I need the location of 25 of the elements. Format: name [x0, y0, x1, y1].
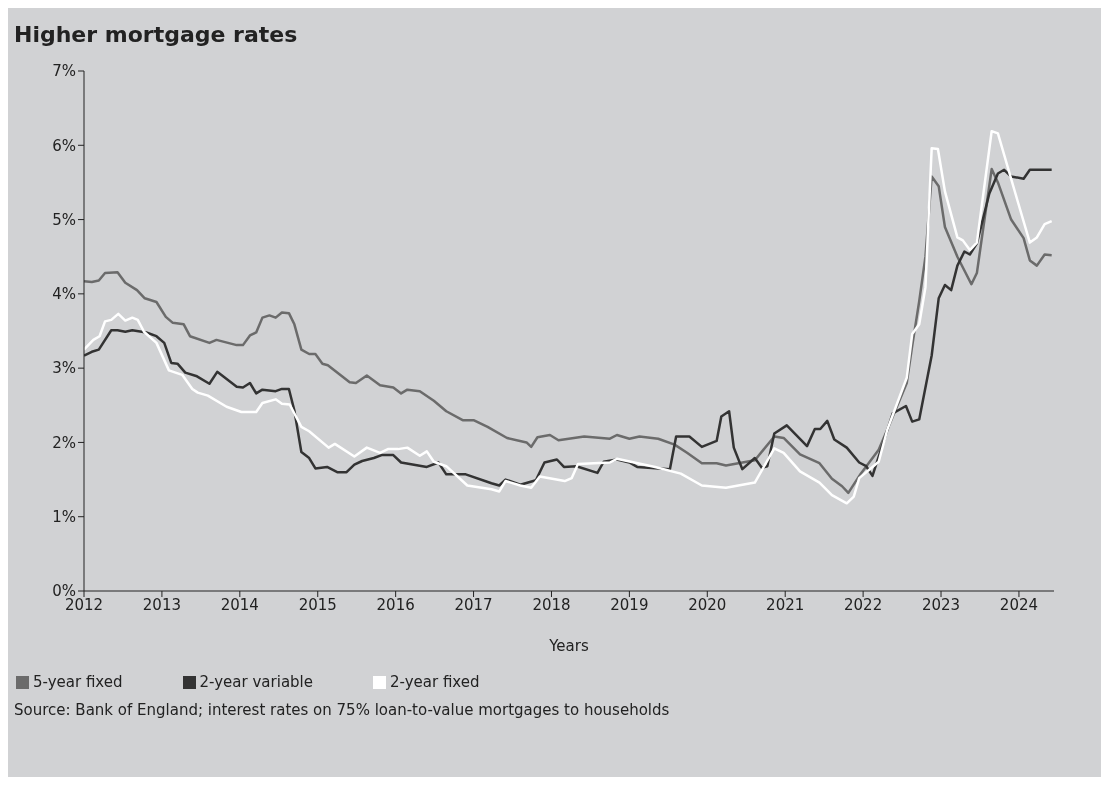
x-tick-label: 2014	[220, 595, 259, 614]
x-tick-label: 2019	[610, 595, 649, 614]
y-tick-label: 1%	[52, 508, 76, 527]
chart-title: Higher mortgage rates	[14, 22, 299, 47]
legend-label: 5-year fixed	[33, 673, 123, 691]
x-tick-label: 2013	[142, 595, 182, 614]
y-tick-label: 6%	[52, 136, 76, 155]
y-tick-label: 3%	[52, 359, 76, 378]
source-note: Source: Bank of England; interest rates on 75% loan-to-value mortgages to households	[14, 701, 671, 719]
x-tick-label: 2015	[298, 595, 337, 614]
x-tick-label: 2018	[532, 595, 571, 614]
y-tick-label: 7%	[52, 62, 76, 81]
x-tick-label: 2021	[766, 595, 805, 614]
x-tick-label: 2020	[688, 595, 727, 614]
x-axis-title: Years	[548, 637, 589, 655]
x-tick-label: 2016	[376, 595, 415, 614]
x-tick-label: 2022	[844, 595, 883, 614]
legend-label: 2-year variable	[199, 673, 313, 691]
x-tick-label: 2023	[921, 595, 961, 614]
x-tick-label: 2017	[454, 595, 493, 614]
legend-label: 2-year fixed	[389, 673, 480, 691]
y-tick-label: 4%	[52, 285, 76, 304]
y-tick-label: 2%	[52, 433, 76, 452]
x-tick-label: 2024	[999, 595, 1039, 614]
y-tick-label: 5%	[52, 210, 76, 229]
